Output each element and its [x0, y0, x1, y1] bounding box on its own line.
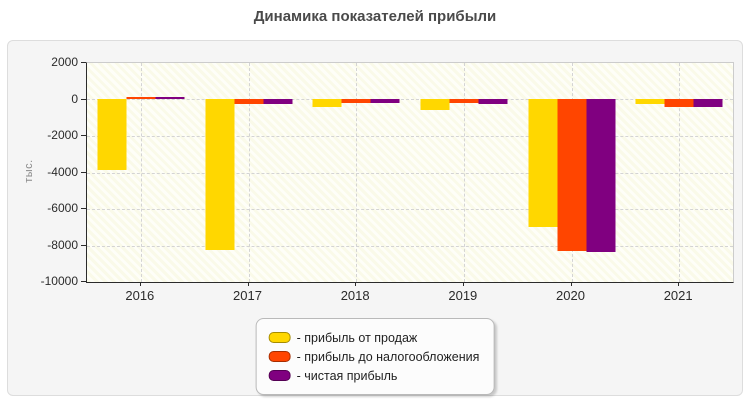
v-gridline-2017: [248, 63, 250, 282]
bar-net-2019: [478, 99, 508, 105]
legend-swatch-0: [268, 332, 291, 343]
y-tick-mark--10000: [81, 281, 86, 282]
legend-item-1: - прибыль до налогообложения: [268, 347, 480, 366]
y-tick-label--8000: -8000: [47, 237, 78, 252]
h-gridline--2000: [87, 135, 733, 137]
x-tick-label-2020: 2020: [556, 288, 585, 303]
h-gridline-0: [87, 99, 733, 101]
bar-net-2017: [263, 99, 292, 105]
y-tick-label--6000: -6000: [47, 201, 78, 215]
bar-net-2018: [370, 99, 400, 103]
v-gridline-2016: [140, 63, 142, 282]
bar-pretax-2018: [341, 99, 371, 103]
v-gridline-2019: [463, 63, 465, 282]
legend-item-0: - прибыль от продаж: [268, 328, 480, 347]
y-tick-mark-2000: [81, 62, 86, 63]
x-tick-label-2019: 2019: [448, 288, 478, 303]
bar-sales-2018: [312, 99, 342, 107]
v-gridline-2021: [679, 63, 681, 282]
bar-pretax-2017: [234, 99, 263, 105]
h-gridline--8000: [87, 245, 733, 247]
x-tick-label-2017: 2017: [233, 288, 262, 303]
v-gridline-2018: [356, 63, 358, 282]
chart-card: тыс. 2000 0 -2000 -4000 -6000 -8000 -10000 201…: [7, 40, 743, 396]
y-tick-label--10000: -10000: [40, 274, 78, 288]
y-tick-mark--4000: [81, 171, 86, 173]
y-tick-label-0: 0: [71, 91, 78, 106]
y-tick-mark-0: [81, 98, 86, 100]
x-tick-mark-2016: [139, 282, 141, 286]
bar-sales-2016: [97, 99, 127, 170]
x-tick-mark-2021: [678, 282, 680, 286]
x-tick-label-2021: 2021: [663, 288, 693, 303]
y-tick-label-2000: 2000: [51, 55, 78, 69]
bar-sales-2021: [635, 99, 665, 105]
bar-group-2016: [97, 63, 185, 282]
y-tick-mark--2000: [81, 135, 86, 136]
legend-swatch-2: [268, 370, 291, 381]
legend: - прибыль от продаж - прибыль до налогооб…: [255, 318, 495, 395]
chart-title: Динамика показателей прибыли: [253, 8, 497, 25]
legend-label-1: - прибыль до налогообложения: [296, 349, 480, 364]
x-tick-mark-2019: [462, 282, 464, 286]
legend-label-0: - прибыль от продаж: [296, 330, 418, 345]
y-tick-mark--6000: [81, 208, 86, 209]
bar-pretax-2019: [449, 99, 479, 103]
bar-group-2019: [420, 63, 508, 282]
y-tick-mark--8000: [81, 244, 86, 246]
x-tick-label-2018: 2018: [340, 288, 370, 303]
bar-net-2021: [693, 99, 723, 107]
y-tick-label--4000: -4000: [47, 164, 78, 179]
bar-net-2016: [155, 97, 185, 100]
x-tick-label-2016: 2016: [125, 288, 155, 303]
bar-group-2018: [312, 63, 400, 282]
bar-pretax-2021: [664, 99, 694, 107]
bar-sales-2019: [420, 99, 450, 110]
x-tick-mark-2020: [570, 282, 572, 286]
h-gridline--4000: [87, 172, 733, 174]
bar-sales-2020: [528, 99, 557, 228]
legend-label-2: - чистая прибыль: [296, 368, 398, 383]
plot-area: [86, 62, 734, 283]
bar-group-2020: [528, 63, 615, 282]
bar-pretax-2020: [557, 99, 586, 251]
x-tick-mark-2017: [247, 282, 249, 286]
y-tick-label--2000: -2000: [47, 128, 78, 142]
x-tick-mark-2018: [355, 282, 357, 286]
legend-item-2: - чистая прибыль: [268, 366, 480, 385]
bar-pretax-2016: [126, 96, 156, 100]
bar-net-2020: [586, 99, 615, 253]
bar-sales-2017: [205, 99, 234, 251]
h-gridline--6000: [87, 208, 733, 210]
bar-group-2017: [205, 63, 292, 282]
bar-group-2021: [635, 63, 723, 282]
legend-swatch-1: [268, 351, 291, 362]
